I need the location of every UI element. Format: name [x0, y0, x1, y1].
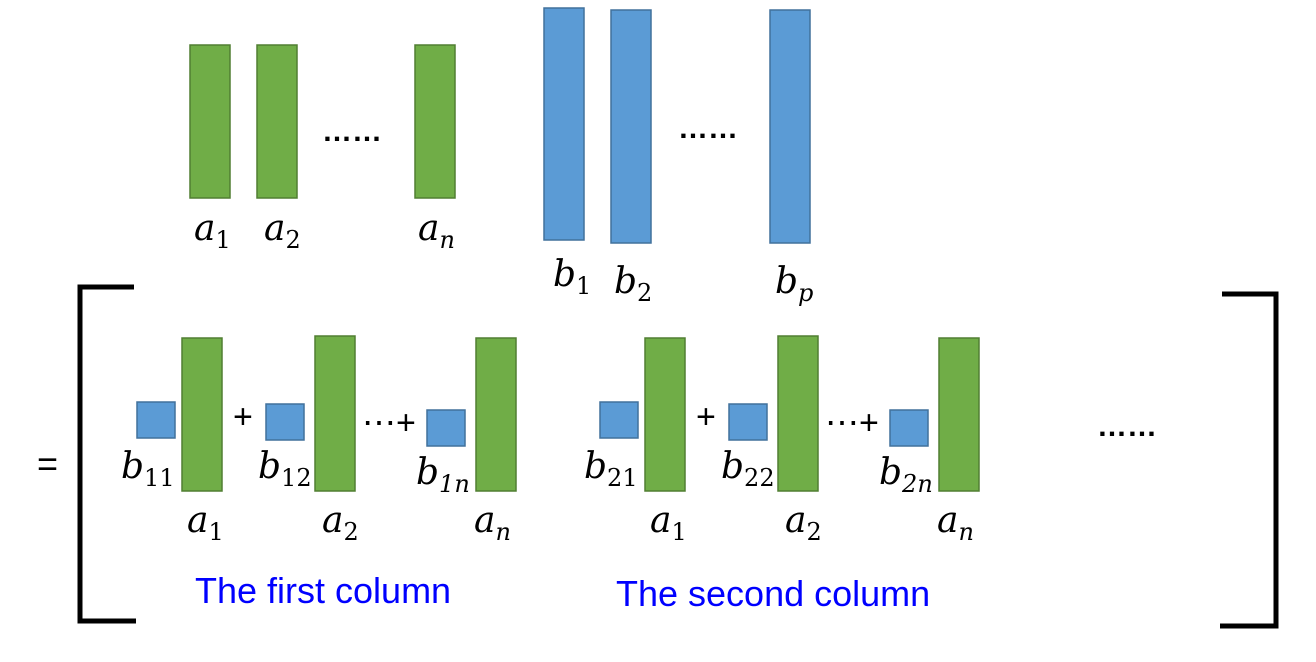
- col2-a-vector-1: [644, 337, 686, 492]
- result-column-1: b11 a1 + b12 a2 ⋯+ b1n an The first colu…: [121, 335, 517, 611]
- result-column-2: b21 a1 + b22 a2 ⋯+ b2n an The second col…: [584, 335, 980, 614]
- coef-square-b2n: [889, 409, 929, 447]
- a-label-2: a2: [264, 208, 301, 254]
- a-vector-1: [189, 44, 231, 199]
- b-vector-group: b1 b2 bp ……: [543, 7, 813, 307]
- right-bracket: [1220, 291, 1279, 629]
- left-bracket: [77, 284, 136, 624]
- a-label-1: a1: [194, 208, 231, 254]
- b-label-1: b1: [553, 254, 591, 300]
- col2-a-label-1: a1: [650, 500, 687, 546]
- coef-square-b21: [599, 401, 639, 439]
- b-vector-p: [769, 9, 811, 244]
- coef-label-b11: b11: [121, 446, 175, 492]
- a-vector-n: [414, 44, 456, 199]
- coef-square-b11: [136, 401, 176, 439]
- coef-square-b22: [728, 403, 768, 441]
- coef-label-b2n: b2n: [879, 452, 933, 498]
- col1-a-label-1: a1: [187, 500, 224, 546]
- b-ellipsis: ……: [678, 112, 738, 145]
- col2-a-label-2: a2: [785, 500, 822, 546]
- coef-label-b22: b22: [721, 446, 775, 492]
- b-vector-2: [610, 9, 652, 244]
- a-ellipsis: ……: [322, 115, 382, 148]
- col1-a-vector-n: [475, 337, 517, 492]
- b-label-2: b2: [614, 261, 652, 307]
- col1-a-label-n: an: [474, 500, 511, 546]
- dots-plus-col1: ⋯+: [362, 404, 416, 442]
- a-vector-group: a1 a2 an ……: [189, 44, 456, 254]
- coef-label-b12: b12: [258, 446, 312, 492]
- col2-a-vector-2: [777, 335, 819, 492]
- equals-sign: =: [37, 443, 58, 484]
- b-label-p: bp: [775, 261, 813, 307]
- coef-square-b12: [265, 403, 305, 441]
- col2-a-vector-n: [938, 337, 980, 492]
- plus-sign-col1-1: +: [233, 398, 253, 436]
- coef-square-b1n: [426, 409, 466, 447]
- plus-sign-col2-1: +: [696, 398, 716, 436]
- coef-label-b21: b21: [584, 446, 638, 492]
- a-vector-2: [256, 44, 298, 199]
- coef-label-b1n: b1n: [416, 452, 470, 498]
- b-vector-1: [543, 7, 585, 241]
- a-label-n: an: [418, 208, 455, 254]
- col2-a-label-n: an: [937, 500, 974, 546]
- caption-second-column: The second column: [616, 573, 930, 614]
- col1-a-vector-1: [181, 337, 223, 492]
- col1-a-label-2: a2: [322, 500, 359, 546]
- trailing-ellipsis: ……: [1097, 410, 1157, 443]
- col1-a-vector-2: [314, 335, 356, 492]
- caption-first-column: The first column: [195, 570, 451, 611]
- dots-plus-col2: ⋯+: [825, 404, 879, 442]
